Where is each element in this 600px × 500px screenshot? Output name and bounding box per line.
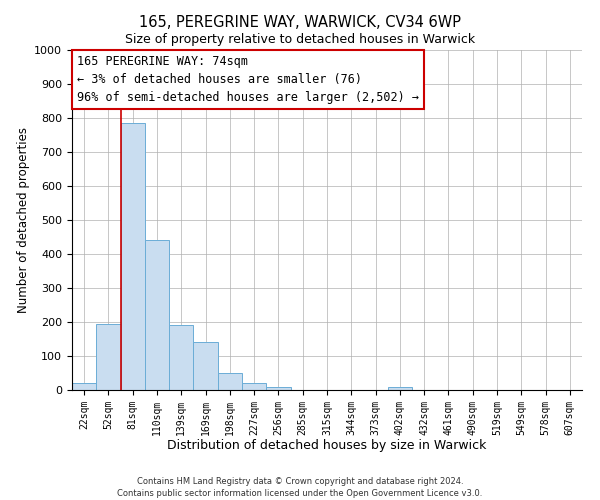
Bar [266,386,290,390]
Text: Size of property relative to detached houses in Warwick: Size of property relative to detached ho… [125,32,475,46]
Bar [388,386,412,390]
Bar [145,240,169,390]
Y-axis label: Number of detached properties: Number of detached properties [17,127,30,313]
Text: 165 PEREGRINE WAY: 74sqm
← 3% of detached houses are smaller (76)
96% of semi-de: 165 PEREGRINE WAY: 74sqm ← 3% of detache… [77,55,419,104]
Bar [169,324,193,390]
Bar [121,123,145,390]
Bar [193,342,218,390]
Text: Contains HM Land Registry data © Crown copyright and database right 2024.
Contai: Contains HM Land Registry data © Crown c… [118,476,482,498]
Bar [218,373,242,390]
X-axis label: Distribution of detached houses by size in Warwick: Distribution of detached houses by size … [167,439,487,452]
Bar [72,383,96,390]
Text: 165, PEREGRINE WAY, WARWICK, CV34 6WP: 165, PEREGRINE WAY, WARWICK, CV34 6WP [139,15,461,30]
Bar [242,383,266,390]
Bar [96,324,121,390]
